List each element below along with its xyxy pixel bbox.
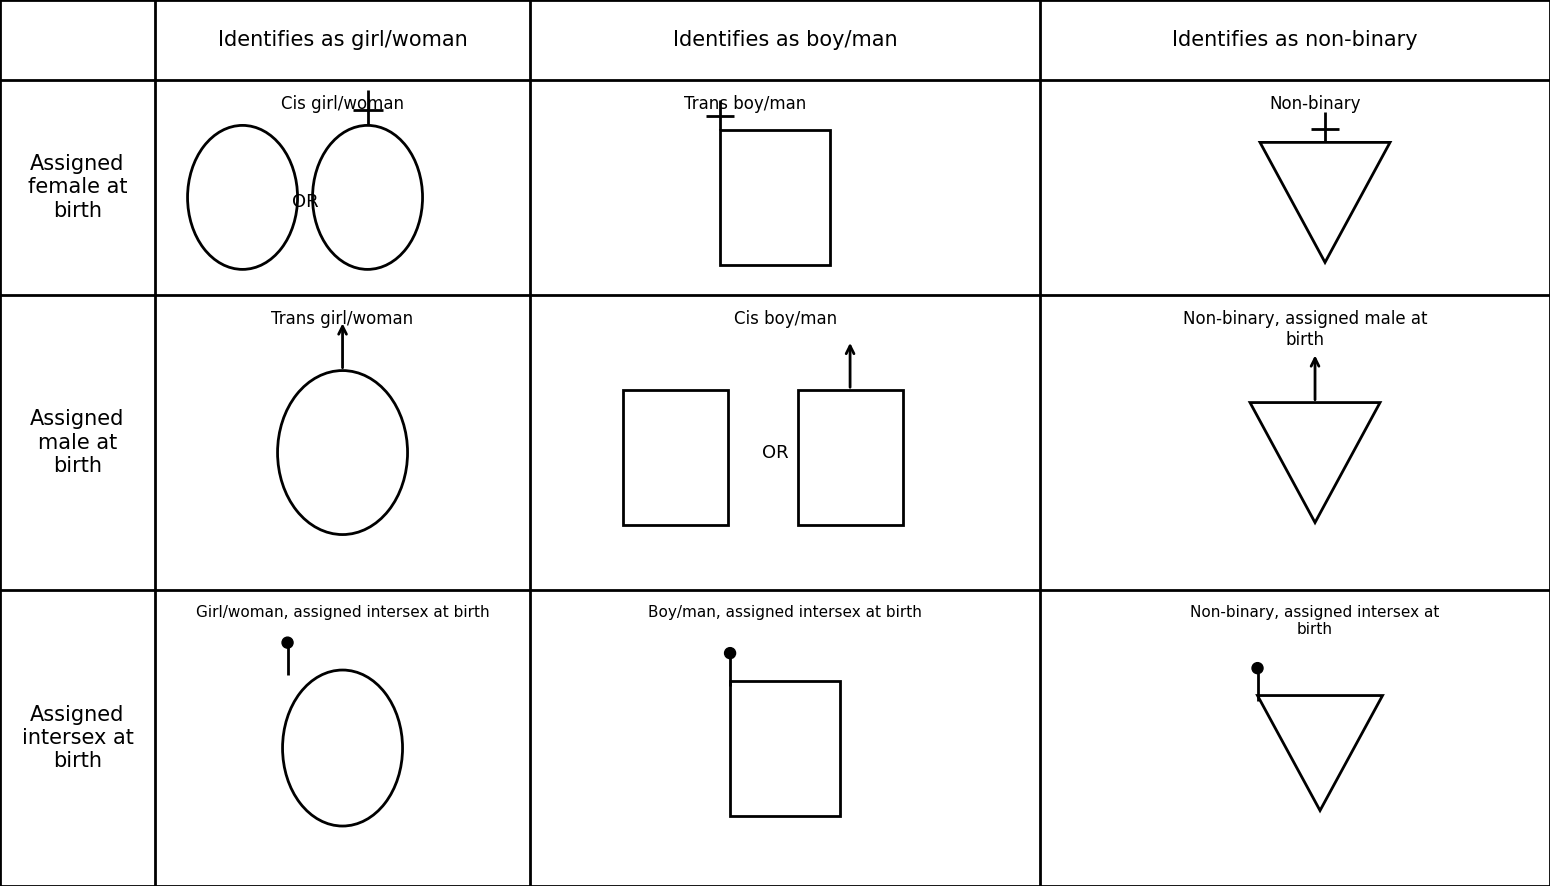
Bar (721, 130, 831, 265)
Circle shape (282, 637, 293, 649)
Text: Cis boy/man: Cis boy/man (733, 310, 837, 328)
Text: Girl/woman, assigned intersex at birth: Girl/woman, assigned intersex at birth (195, 605, 490, 620)
Text: Non-binary, assigned male at
birth: Non-binary, assigned male at birth (1183, 310, 1428, 349)
Text: Assigned
female at
birth: Assigned female at birth (28, 154, 127, 221)
Bar (730, 680, 840, 815)
Text: Trans boy/man: Trans boy/man (684, 95, 806, 113)
Text: Boy/man, assigned intersex at birth: Boy/man, assigned intersex at birth (648, 605, 922, 620)
Text: Assigned
male at
birth: Assigned male at birth (31, 409, 124, 476)
Bar (623, 390, 727, 525)
Text: Cis girl/woman: Cis girl/woman (281, 95, 405, 113)
Text: Non-binary, assigned intersex at
birth: Non-binary, assigned intersex at birth (1190, 605, 1440, 637)
Text: Identifies as boy/man: Identifies as boy/man (673, 30, 897, 50)
Text: Identifies as non-binary: Identifies as non-binary (1172, 30, 1418, 50)
Circle shape (1252, 663, 1263, 673)
Text: OR: OR (291, 193, 318, 212)
Text: Non-binary: Non-binary (1269, 95, 1361, 113)
Text: Trans girl/woman: Trans girl/woman (271, 310, 414, 328)
Text: Identifies as girl/woman: Identifies as girl/woman (217, 30, 468, 50)
Circle shape (724, 648, 736, 658)
Text: Assigned
intersex at
birth: Assigned intersex at birth (22, 705, 133, 771)
Text: OR: OR (761, 444, 789, 462)
Bar (798, 390, 902, 525)
